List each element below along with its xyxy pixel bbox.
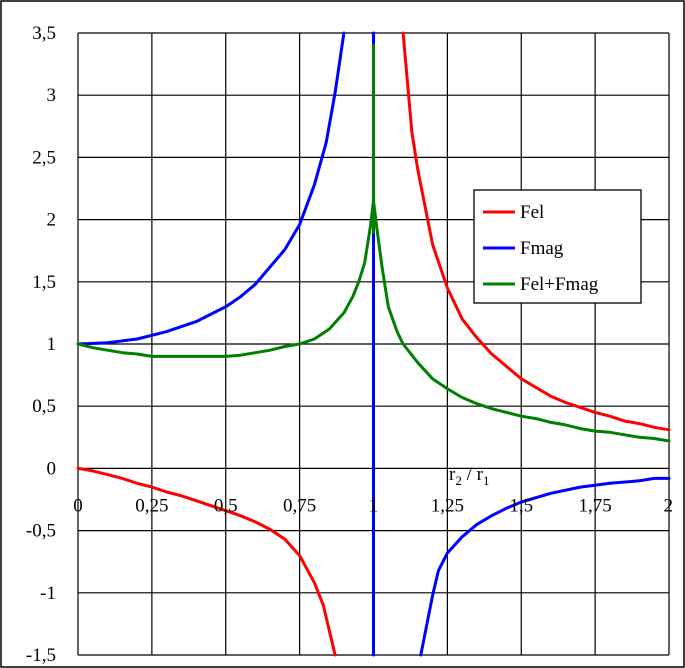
series-line-2 [76, 31, 346, 346]
y-tick-label: 3 [47, 85, 57, 106]
y-tick-label: 1,5 [32, 272, 56, 293]
x-tick-label: 1,75 [579, 495, 612, 516]
y-tick-label: 1 [47, 334, 57, 355]
series-line-1 [401, 31, 671, 432]
x-tick-label: 0,75 [283, 495, 316, 516]
x-tick-label: 0,5 [214, 495, 238, 516]
y-tick-label: -0,5 [26, 521, 56, 542]
y-tick-label: 2 [47, 210, 57, 231]
legend-label: Fmag [520, 238, 564, 259]
x-tick-label: 0 [73, 495, 83, 516]
legend-label: Fel [520, 202, 544, 223]
y-tick-label: 0 [47, 458, 57, 479]
legend-label: Fel+Fmag [520, 274, 599, 295]
y-tick-label: -1 [40, 583, 56, 604]
legend: Fel Fmag Fel+Fmag [473, 189, 642, 304]
series-lines [76, 31, 671, 657]
x-tick-label: 2 [664, 495, 674, 516]
x-tick-label: 1 [369, 495, 379, 516]
y-tick-label: 3,5 [32, 23, 56, 44]
x-tick-label: 1,25 [431, 495, 464, 516]
x-tick-label: 1,5 [509, 495, 533, 516]
series-line-2 [419, 476, 671, 657]
y-tick-label: 2,5 [32, 147, 56, 168]
series-line-1 [76, 466, 337, 657]
x-axis-label: r2 / r1 [449, 464, 489, 488]
x-tick-label: 0,25 [135, 495, 168, 516]
x-tick-labels: 0 0,25 0,5 0,75 1 1,25 1,5 1,75 2 [73, 495, 673, 516]
y-tick-label: 0,5 [32, 396, 56, 417]
y-tick-label: -1,5 [26, 645, 56, 666]
y-tick-labels: -1,5 -1 -0,5 0 0,5 1 1,5 2 2,5 3 3,5 [26, 23, 56, 666]
